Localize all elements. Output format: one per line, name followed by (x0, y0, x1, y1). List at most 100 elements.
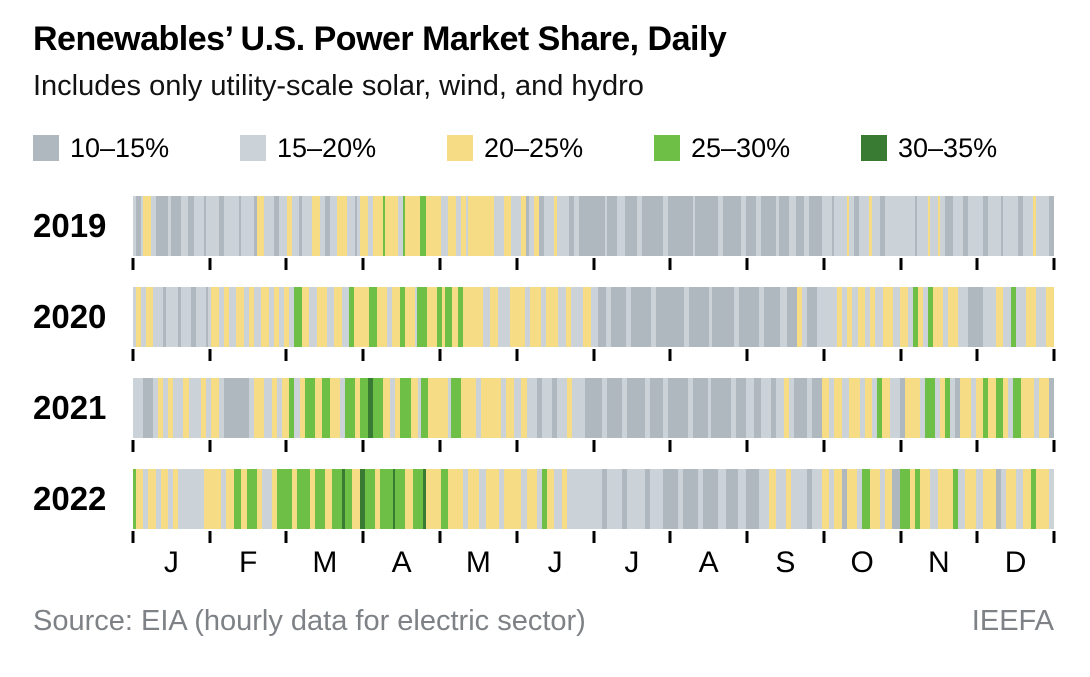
credit-text: IEEFA (971, 605, 1054, 637)
day-run (312, 196, 320, 256)
day-run (253, 287, 262, 347)
day-run (435, 469, 441, 529)
day-run (190, 287, 196, 347)
day-run (870, 287, 876, 347)
day-run (450, 378, 461, 438)
day-run (952, 469, 958, 529)
day-run (510, 287, 516, 347)
tick-mark (668, 258, 672, 270)
day-run (291, 196, 300, 256)
day-run (400, 378, 411, 438)
day-run (958, 287, 969, 347)
day-run (1005, 469, 1016, 529)
day-run (392, 287, 400, 347)
tick-mark (592, 349, 595, 361)
day-run (428, 378, 436, 438)
day-run (268, 287, 274, 347)
day-run (943, 287, 949, 347)
day-run (656, 287, 669, 347)
day-run (286, 196, 292, 256)
day-run (168, 378, 174, 438)
day-run (739, 287, 747, 347)
day-run (319, 196, 325, 256)
day-run (359, 196, 368, 256)
day-run (735, 378, 747, 438)
month-label: S (775, 546, 796, 579)
day-run (859, 378, 865, 438)
day-run (354, 196, 358, 256)
day-run (497, 287, 511, 347)
day-run (1000, 196, 1004, 256)
day-run (734, 287, 740, 347)
tick-mark (899, 531, 902, 543)
tick-mark (668, 349, 672, 361)
day-run (662, 196, 668, 256)
day-run (478, 469, 487, 529)
tick-mark (208, 440, 212, 452)
day-run (448, 378, 451, 438)
tick-mark (975, 258, 979, 270)
day-run (622, 378, 628, 438)
day-run (945, 196, 953, 256)
day-run (148, 469, 156, 529)
tick-mark (208, 531, 212, 543)
day-run (301, 287, 310, 347)
day-run (554, 469, 562, 529)
day-run (988, 378, 996, 438)
legend-item: 15–20% (240, 134, 447, 162)
footer: Source: EIA (hourly data for electric se… (33, 605, 1054, 638)
day-run (788, 196, 797, 256)
day-run (390, 378, 396, 438)
day-run (357, 196, 360, 256)
day-run (375, 469, 381, 529)
day-run (1015, 469, 1024, 529)
day-run (170, 196, 181, 256)
day-run (452, 287, 458, 347)
day-run (140, 287, 146, 347)
day-run (914, 196, 918, 256)
tick-mark (438, 349, 442, 361)
month-label: J (163, 546, 179, 579)
day-run (703, 469, 719, 529)
day-run (811, 378, 822, 438)
day-run (899, 378, 905, 438)
day-run (316, 287, 327, 347)
day-run (957, 469, 966, 529)
day-run (569, 196, 575, 256)
day-run (289, 378, 295, 438)
day-run (299, 378, 305, 438)
day-run (927, 287, 933, 347)
day-run (435, 378, 449, 438)
day-run (223, 287, 229, 347)
day-run (133, 469, 136, 529)
day-run (566, 469, 590, 529)
day-run (708, 378, 711, 438)
day-run (309, 287, 317, 347)
day-run (236, 287, 244, 347)
month-label: J (547, 546, 563, 579)
day-run (764, 287, 780, 347)
day-run (309, 469, 315, 529)
day-run (900, 287, 908, 347)
day-run (541, 378, 552, 438)
day-run (877, 378, 883, 438)
month-label: D (1004, 546, 1027, 579)
day-run (879, 196, 885, 256)
day-run (463, 469, 469, 529)
day-run (324, 469, 333, 529)
chart-subtitle: Includes only utility-scale solar, wind,… (33, 70, 644, 102)
day-run (404, 287, 415, 347)
day-run (448, 469, 464, 529)
tick-mark (745, 531, 749, 543)
day-run (481, 378, 502, 438)
chart-rows: 2019 2020 2021 2022 (33, 196, 1056, 543)
day-run (968, 287, 976, 347)
day-run (294, 378, 300, 438)
day-run (410, 378, 419, 438)
day-run (975, 196, 983, 256)
month-label: J (624, 546, 640, 579)
day-run (935, 378, 941, 438)
day-run (1003, 378, 1009, 438)
